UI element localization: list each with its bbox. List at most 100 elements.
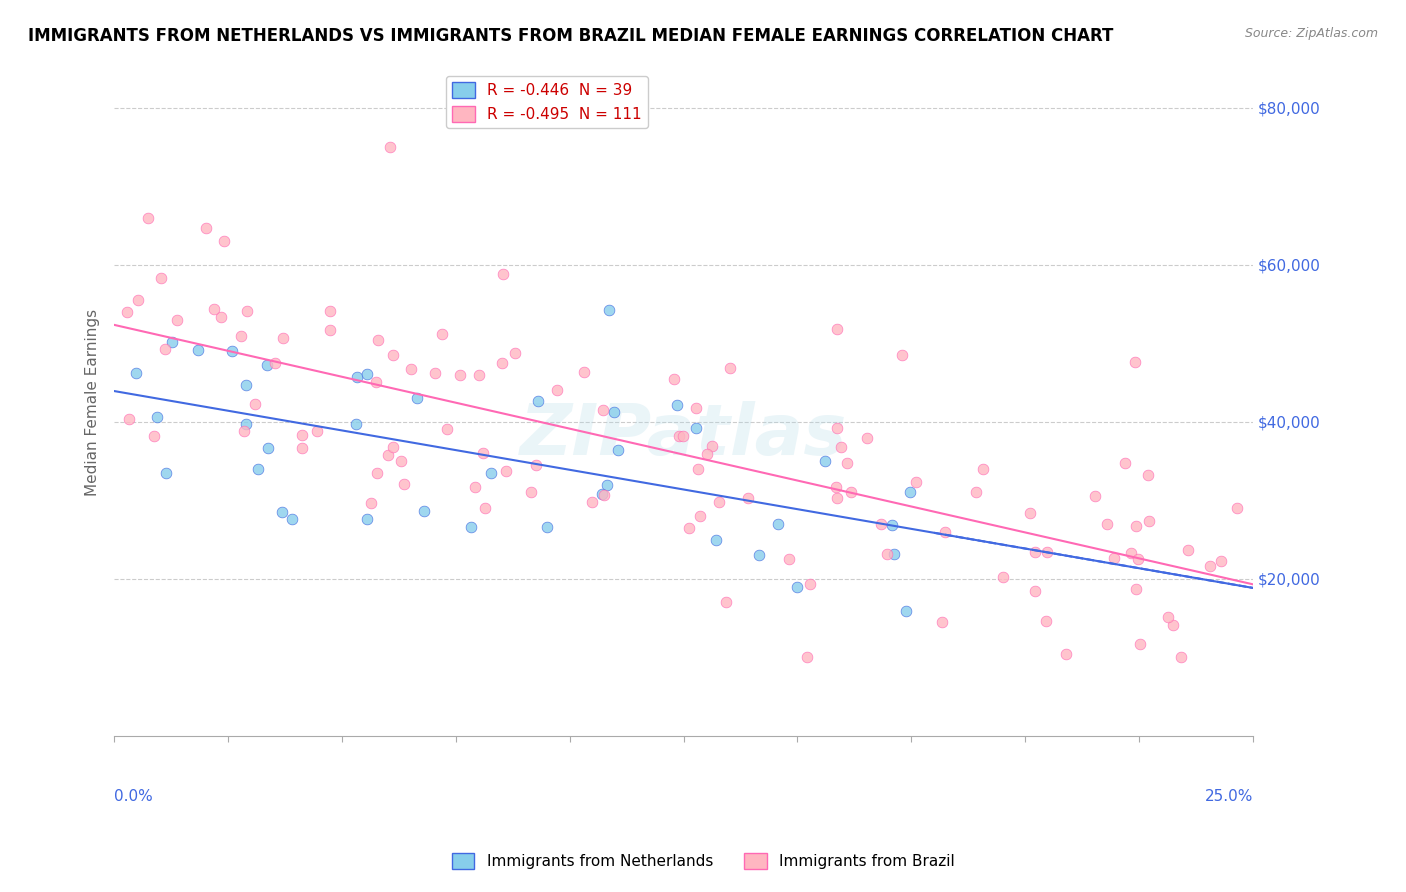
Point: [229, 329, 252, 343]
Point: [574, 365, 596, 379]
Point: [685, 401, 707, 415]
Point: [1024, 545, 1046, 559]
Point: [1177, 543, 1199, 558]
Point: [778, 552, 800, 566]
Point: [492, 267, 515, 281]
Point: [536, 520, 558, 534]
Point: [319, 304, 342, 318]
Point: [786, 580, 808, 594]
Point: [495, 464, 517, 478]
Point: [145, 410, 167, 425]
Point: [243, 397, 266, 411]
Point: [360, 496, 382, 510]
Point: [606, 443, 628, 458]
Point: [257, 441, 280, 455]
Point: [934, 524, 956, 539]
Point: [1024, 584, 1046, 599]
Point: [1114, 456, 1136, 470]
Text: 25.0%: 25.0%: [1205, 789, 1253, 804]
Point: [281, 511, 304, 525]
Point: [876, 547, 898, 561]
Point: [891, 348, 914, 362]
Point: [382, 440, 405, 454]
Point: [592, 488, 614, 502]
Point: [882, 517, 904, 532]
Point: [905, 475, 928, 489]
Point: [814, 454, 837, 468]
Point: [468, 368, 491, 382]
Point: [413, 504, 436, 518]
Point: [136, 211, 159, 226]
Point: [581, 495, 603, 509]
Point: [346, 369, 368, 384]
Point: [291, 428, 314, 442]
Point: [202, 302, 225, 317]
Point: [524, 458, 547, 472]
Point: [503, 346, 526, 360]
Point: [1226, 500, 1249, 515]
Point: [232, 424, 254, 438]
Point: [344, 417, 367, 431]
Point: [464, 480, 486, 494]
Point: [685, 421, 707, 435]
Point: [246, 461, 269, 475]
Point: [356, 512, 378, 526]
Point: [1170, 650, 1192, 665]
Point: [155, 466, 177, 480]
Point: [856, 431, 879, 445]
Point: [263, 356, 285, 370]
Point: [166, 313, 188, 327]
Point: [1095, 517, 1118, 532]
Point: [1161, 618, 1184, 632]
Point: [546, 383, 568, 397]
Point: [720, 361, 742, 376]
Point: [406, 391, 429, 405]
Legend: R = -0.446  N = 39, R = -0.495  N = 111: R = -0.446 N = 39, R = -0.495 N = 111: [446, 76, 648, 128]
Point: [382, 348, 405, 362]
Point: [1209, 554, 1232, 568]
Point: [1137, 514, 1160, 528]
Point: [796, 650, 818, 665]
Point: [291, 441, 314, 455]
Point: [235, 378, 257, 392]
Point: [827, 322, 849, 336]
Point: [153, 342, 176, 356]
Point: [1125, 582, 1147, 596]
Point: [700, 439, 723, 453]
Point: [271, 331, 294, 345]
Point: [1084, 489, 1107, 503]
Point: [127, 293, 149, 307]
Point: [672, 428, 695, 442]
Point: [436, 422, 458, 436]
Point: [835, 457, 858, 471]
Y-axis label: Median Female Earnings: Median Female Earnings: [86, 309, 100, 496]
Point: [1102, 551, 1125, 566]
Point: [380, 140, 402, 154]
Point: [520, 484, 543, 499]
Point: [686, 462, 709, 476]
Legend: Immigrants from Netherlands, Immigrants from Brazil: Immigrants from Netherlands, Immigrants …: [446, 847, 960, 875]
Point: [839, 485, 862, 500]
Point: [665, 398, 688, 412]
Point: [377, 448, 399, 462]
Point: [696, 447, 718, 461]
Point: [460, 520, 482, 534]
Point: [256, 359, 278, 373]
Point: [931, 615, 953, 629]
Point: [214, 235, 236, 249]
Point: [591, 487, 613, 501]
Point: [870, 517, 893, 532]
Point: [825, 491, 848, 505]
Point: [704, 533, 727, 548]
Point: [527, 394, 550, 409]
Point: [799, 577, 821, 591]
Point: [471, 446, 494, 460]
Point: [668, 429, 690, 443]
Point: [1126, 552, 1149, 566]
Point: [1119, 546, 1142, 560]
Point: [894, 604, 917, 618]
Point: [1054, 647, 1077, 661]
Point: [678, 521, 700, 535]
Point: [748, 548, 770, 562]
Point: [972, 462, 994, 476]
